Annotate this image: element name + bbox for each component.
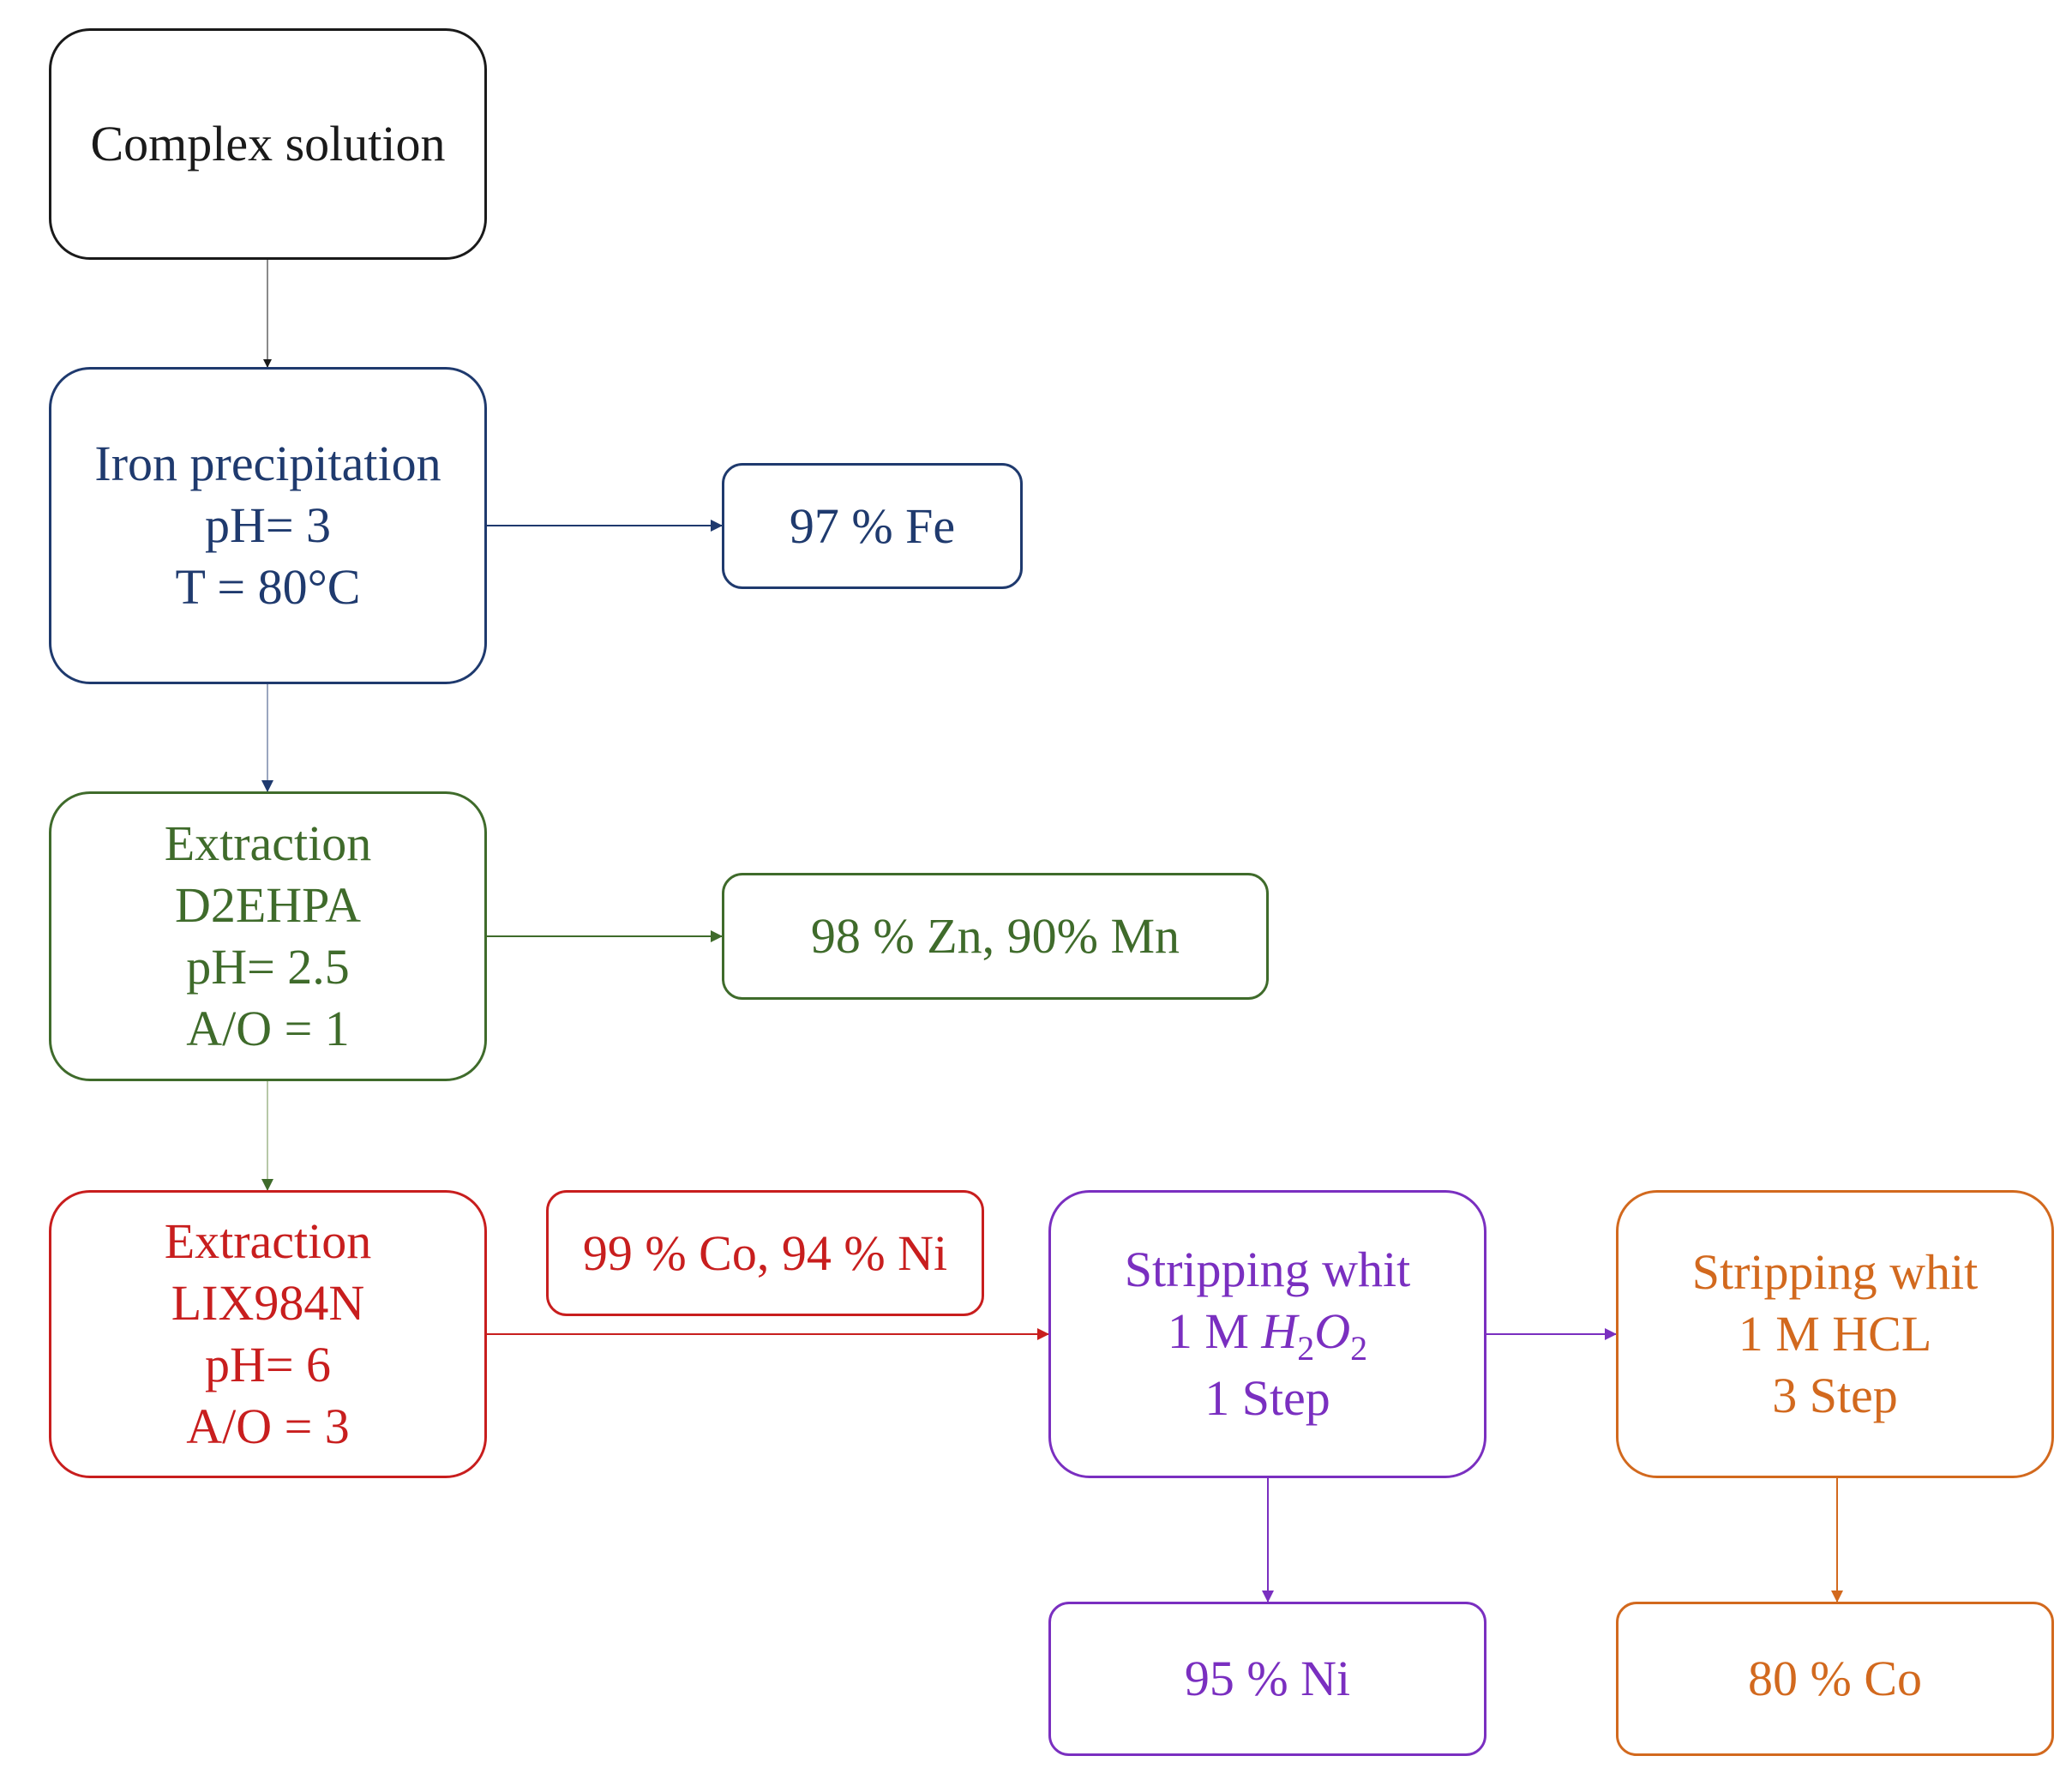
node-stripping-hcl: Stripping whit 1 M HCL 3 Step — [1616, 1190, 2054, 1478]
lix-title: Extraction — [164, 1213, 372, 1269]
stripping-h2o2-title: Stripping whit — [1124, 1242, 1411, 1297]
formula-h-sub: 2 — [1297, 1329, 1315, 1368]
node-zn-mn-result: 98 % Zn, 90% Mn — [722, 873, 1269, 1000]
stripping-hcl-reagent: 1 M HCL — [1738, 1306, 1932, 1362]
d2ehpa-ph: pH= 2.5 — [186, 939, 350, 995]
node-ni-result: 95 % Ni — [1048, 1602, 1486, 1756]
node-iron-precipitation: Iron precipitation pH= 3 T = 80°C — [49, 367, 487, 684]
ni-result-label: 95 % Ni — [1184, 1651, 1351, 1706]
complex-solution-label: Complex solution — [90, 116, 446, 171]
formula-o: O — [1314, 1303, 1351, 1359]
stripping-h2o2-reagent: 1 M H2O2 — [1168, 1301, 1367, 1368]
co-ni-result-label: 99 % Co, 94 % Ni — [582, 1224, 948, 1281]
co-result-label: 80 % Co — [1748, 1651, 1922, 1706]
node-complex-solution: Complex solution — [49, 28, 487, 260]
node-stripping-h2o2: Stripping whit 1 M H2O2 1 Step — [1048, 1190, 1486, 1478]
node-co-result: 80 % Co — [1616, 1602, 2054, 1756]
fe-result-label: 97 % Fe — [789, 497, 956, 554]
zn-mn-result-label: 98 % Zn, 90% Mn — [810, 908, 1180, 964]
d2ehpa-ao: A/O = 1 — [186, 1001, 350, 1056]
stripping-hcl-title: Stripping whit — [1691, 1244, 1979, 1300]
node-fe-result: 97 % Fe — [722, 463, 1023, 589]
h2o2-prefix: 1 M — [1167, 1303, 1262, 1359]
formula-h: H — [1261, 1303, 1298, 1359]
lix-ao: A/O = 3 — [186, 1398, 350, 1454]
lix-ph: pH= 6 — [204, 1337, 332, 1392]
iron-precipitation-title: Iron precipitation — [94, 436, 441, 491]
node-extraction-d2ehpa: Extraction D2EHPA pH= 2.5 A/O = 1 — [49, 791, 487, 1081]
lix-reagent: LIX984N — [171, 1275, 365, 1331]
iron-precipitation-ph: pH= 3 — [204, 497, 332, 553]
stripping-h2o2-steps: 1 Step — [1204, 1370, 1330, 1426]
iron-precipitation-temp: T = 80°C — [175, 559, 361, 615]
d2ehpa-title: Extraction — [164, 815, 372, 871]
d2ehpa-reagent: D2EHPA — [174, 877, 362, 933]
node-extraction-lix984n: Extraction LIX984N pH= 6 A/O = 3 — [49, 1190, 487, 1478]
formula-o-sub: 2 — [1350, 1329, 1368, 1368]
stripping-hcl-steps: 3 Step — [1772, 1368, 1898, 1423]
node-co-ni-result: 99 % Co, 94 % Ni — [546, 1190, 984, 1316]
